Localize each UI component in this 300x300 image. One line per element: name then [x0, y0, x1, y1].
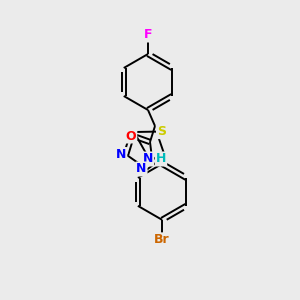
Text: Br: Br: [154, 233, 170, 246]
Text: S: S: [157, 125, 166, 138]
Text: N: N: [136, 163, 146, 176]
Text: F: F: [144, 28, 152, 41]
Text: O: O: [126, 130, 136, 142]
Text: N: N: [116, 148, 126, 161]
Text: H: H: [156, 152, 166, 166]
Text: N: N: [143, 152, 153, 166]
